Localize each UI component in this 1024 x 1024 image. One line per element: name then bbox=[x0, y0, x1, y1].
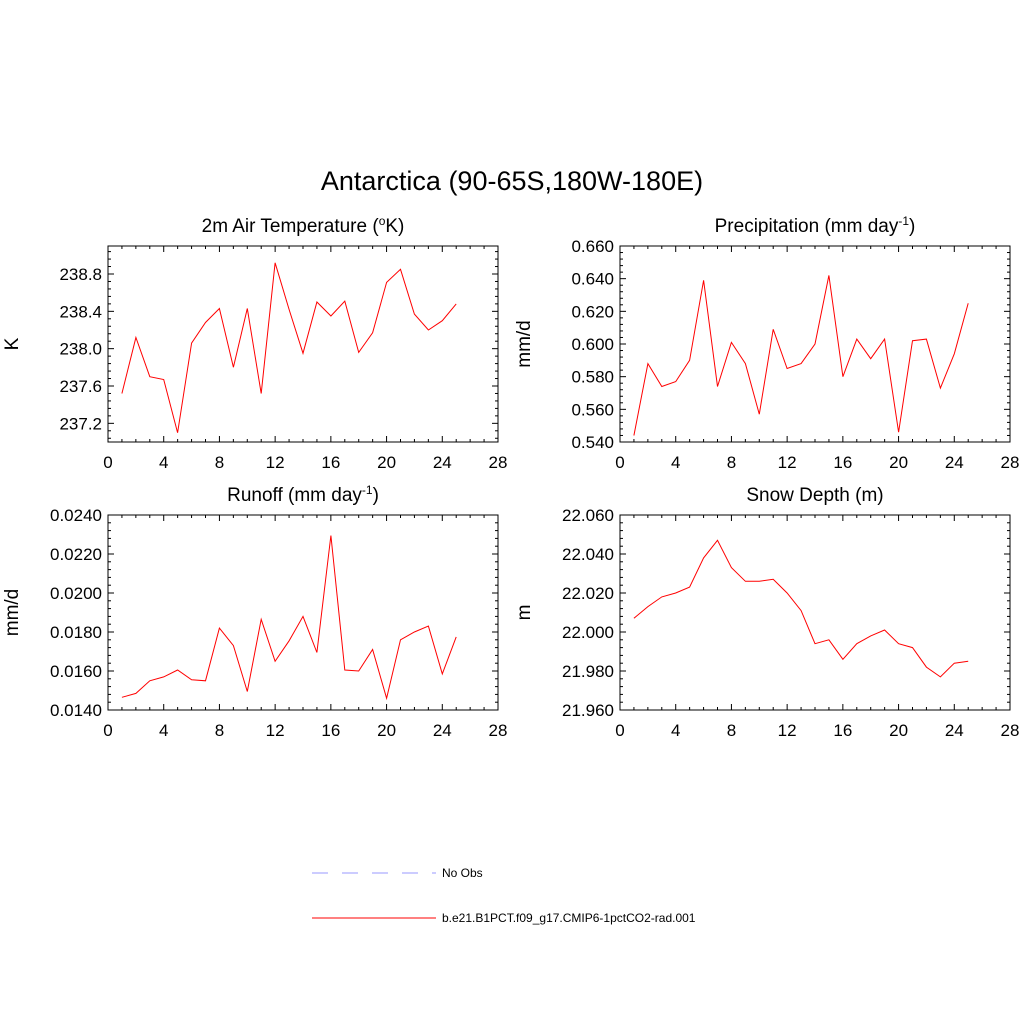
x-tick-label: 28 bbox=[1001, 721, 1020, 740]
x-tick-label: 0 bbox=[615, 453, 624, 472]
chart-panel-1: 0 4 8 12 16 20 24 28 237.2 237.6 238.0 238.4 238.8 K 2… bbox=[2, 214, 507, 472]
y-tick-label: 0.640 bbox=[571, 270, 614, 289]
x-tick-label: 20 bbox=[889, 453, 908, 472]
y-tick-label: 22.040 bbox=[562, 545, 614, 564]
y-tick-label: 237.2 bbox=[59, 414, 102, 433]
y-tick-label: 22.060 bbox=[562, 506, 614, 525]
x-tick-label: 4 bbox=[159, 453, 168, 472]
y-tick-label: 0.0140 bbox=[50, 701, 102, 720]
plot-frame bbox=[107, 245, 499, 443]
y-tick-label: 0.0200 bbox=[50, 584, 102, 603]
y-tick-label: 21.960 bbox=[562, 701, 614, 720]
x-tick-label: 4 bbox=[159, 721, 168, 740]
legend: No Obs b.e21.B1PCT.f09_g17.CMIP6-1pctCO2-… bbox=[312, 866, 696, 925]
y-tick-label: 0.540 bbox=[571, 433, 614, 452]
y-tick-label: 238.4 bbox=[59, 302, 102, 321]
y-tick-label: 22.020 bbox=[562, 584, 614, 603]
x-tick-label: 20 bbox=[889, 721, 908, 740]
x-tick-label: 20 bbox=[377, 453, 396, 472]
series-line-1 bbox=[121, 535, 457, 701]
x-tick-label: 8 bbox=[727, 721, 736, 740]
y-tick-label: 0.0160 bbox=[50, 662, 102, 681]
x-tick-label: 0 bbox=[103, 721, 112, 740]
panel-title-text-end: K) bbox=[385, 216, 404, 237]
x-tick-label: 8 bbox=[215, 453, 224, 472]
x-tick-label: 28 bbox=[489, 721, 508, 740]
y-tick-label: 237.6 bbox=[59, 377, 102, 396]
panel-title-text: 2m Air Temperature ( bbox=[202, 216, 380, 237]
x-tick-label: 4 bbox=[671, 453, 680, 472]
series-line-1 bbox=[633, 539, 969, 678]
figure-title: Antarctica (90-65S,180W-180E) bbox=[321, 166, 703, 196]
panel-title: 2m Air Temperature (oK) bbox=[202, 214, 405, 237]
x-tick-label: 16 bbox=[321, 453, 340, 472]
x-tick-label: 12 bbox=[778, 721, 797, 740]
panel-title-superscript: -1 bbox=[362, 483, 373, 497]
y-tick-label: 0.660 bbox=[571, 237, 614, 256]
panel-title-text: Snow Depth (m) bbox=[746, 485, 883, 506]
plot-frame bbox=[107, 514, 499, 711]
x-tick-label: 24 bbox=[433, 721, 452, 740]
panel-title-text-end: ) bbox=[909, 216, 915, 237]
panel-title: Runoff (mm day-1) bbox=[227, 483, 379, 506]
y-tick-label: 0.0240 bbox=[50, 506, 102, 525]
y-tick-label: 0.580 bbox=[571, 368, 614, 387]
x-tick-label: 28 bbox=[1001, 453, 1020, 472]
legend-label-1: No Obs bbox=[442, 866, 483, 880]
y-tick-label: 0.600 bbox=[571, 335, 614, 354]
x-tick-label: 8 bbox=[215, 721, 224, 740]
y-axis-label: m bbox=[514, 605, 535, 621]
x-tick-label: 28 bbox=[489, 453, 508, 472]
x-tick-label: 12 bbox=[266, 453, 285, 472]
panel-title-superscript: o bbox=[379, 214, 386, 228]
y-tick-label: 238.8 bbox=[59, 265, 102, 284]
y-tick-label: 0.620 bbox=[571, 302, 614, 321]
x-tick-label: 4 bbox=[671, 721, 680, 740]
x-tick-label: 24 bbox=[945, 721, 964, 740]
x-tick-label: 20 bbox=[377, 721, 396, 740]
x-tick-label: 16 bbox=[833, 721, 852, 740]
y-axis-label: mm/d bbox=[514, 320, 535, 368]
x-tick-label: 12 bbox=[778, 453, 797, 472]
y-tick-label: 0.560 bbox=[571, 400, 614, 419]
panel-title: Precipitation (mm day-1) bbox=[715, 214, 916, 237]
y-tick-label: 0.0220 bbox=[50, 545, 102, 564]
panel-title-superscript: -1 bbox=[898, 214, 909, 228]
y-axis-label: K bbox=[2, 337, 23, 350]
panel-title: Snow Depth (m) bbox=[746, 485, 883, 506]
x-tick-label: 0 bbox=[615, 721, 624, 740]
x-tick-label: 16 bbox=[321, 721, 340, 740]
x-tick-label: 8 bbox=[727, 453, 736, 472]
y-axis-label: mm/d bbox=[2, 589, 23, 637]
series-line-1 bbox=[121, 262, 457, 433]
x-tick-label: 0 bbox=[103, 453, 112, 472]
legend-label-2: b.e21.B1PCT.f09_g17.CMIP6-1pctCO2-rad.00… bbox=[442, 911, 696, 925]
plot-frame bbox=[619, 514, 1011, 711]
chart-panel-3: 0 4 8 12 16 20 24 28 0.0140 0.0160 0.0180 0.0200 0.0… bbox=[2, 483, 507, 740]
panel-title-text-end: ) bbox=[373, 485, 379, 506]
series-line-1 bbox=[633, 275, 969, 436]
y-tick-label: 22.000 bbox=[562, 623, 614, 642]
chart-panels: 0 4 8 12 16 20 24 28 237.2 237.6 238.0 238.4 238.8 K 2… bbox=[2, 214, 1019, 740]
y-tick-label: 0.0180 bbox=[50, 623, 102, 642]
x-tick-label: 24 bbox=[945, 453, 964, 472]
y-tick-label: 21.980 bbox=[562, 662, 614, 681]
y-tick-label: 238.0 bbox=[59, 340, 102, 359]
panel-title-text: Precipitation (mm day bbox=[715, 216, 899, 237]
chart-panel-2: 0 4 8 12 16 20 24 28 0.540 0.560 0.580 0.600 0.620 0.… bbox=[514, 214, 1019, 472]
chart-panel-4: 0 4 8 12 16 20 24 28 21.960 21.980 22.000 22.020 22.… bbox=[514, 485, 1019, 740]
x-tick-label: 12 bbox=[266, 721, 285, 740]
panel-title-text: Runoff (mm day bbox=[227, 485, 362, 506]
x-tick-label: 24 bbox=[433, 453, 452, 472]
x-tick-label: 16 bbox=[833, 453, 852, 472]
